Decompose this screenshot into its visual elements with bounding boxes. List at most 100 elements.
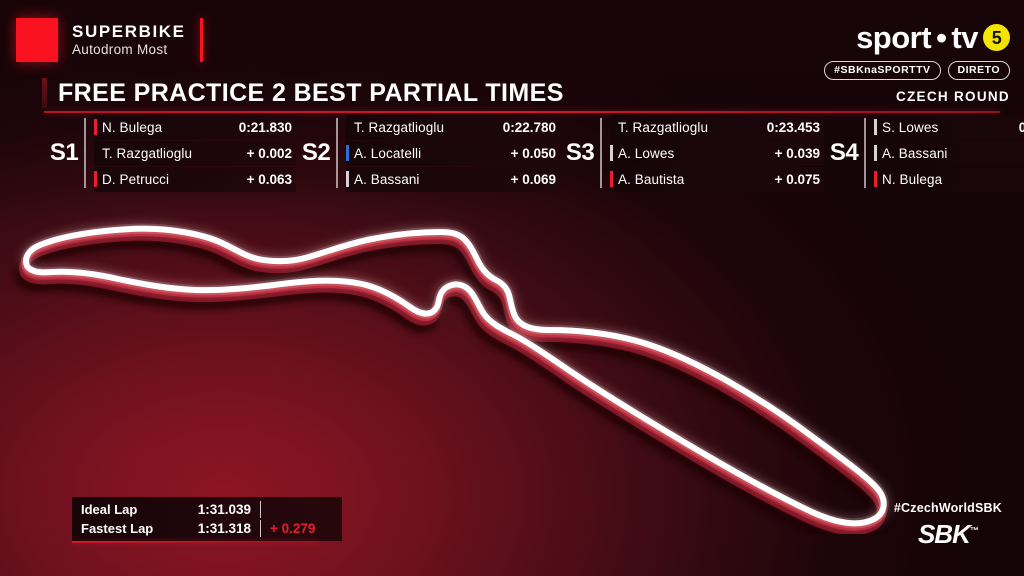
sector-row[interactable]: N. Bulega + 0.076 bbox=[874, 166, 1024, 192]
sector-block-s1: S1 N. Bulega 0:21.830 T. Razgatlioglu + 0.00… bbox=[44, 114, 296, 192]
rider-time: 0:22.976 bbox=[1018, 119, 1024, 135]
fastest-lap-row: Fastest Lap 1:31.318 + 0.279 bbox=[81, 519, 332, 538]
rider-marker-icon bbox=[610, 119, 613, 135]
sector-row[interactable]: S. Lowes 0:22.976 bbox=[874, 114, 1024, 140]
rider-name: T. Razgatlioglu bbox=[618, 119, 709, 135]
sporttv-logo: sport • tv 5 bbox=[824, 22, 1010, 53]
sector-divider bbox=[864, 118, 866, 188]
sector-label: S3 bbox=[565, 139, 595, 166]
lap-separator bbox=[260, 520, 261, 537]
ideal-lap-label: Ideal Lap bbox=[81, 502, 138, 517]
rider-time: 0:23.453 bbox=[766, 119, 820, 135]
rider-name: A. Bautista bbox=[618, 171, 685, 187]
rider-marker-icon bbox=[610, 145, 613, 161]
rider-time: + 0.058 bbox=[992, 146, 1024, 161]
rider-name: N. Bulega bbox=[882, 171, 943, 187]
sector-block-s3: S3 T. Razgatlioglu 0:23.453 A. Lowes + 0.039… bbox=[560, 114, 824, 192]
rider-time: + 0.039 bbox=[774, 145, 820, 161]
ideal-lap-row: Ideal Lap 1:31.039 bbox=[81, 500, 332, 519]
header-divider bbox=[199, 18, 203, 62]
series-header: SUPERBIKE Autodrom Most bbox=[16, 18, 203, 62]
sector-row[interactable]: T. Razgatlioglu + 0.002 bbox=[94, 140, 296, 166]
rider-marker-icon bbox=[874, 171, 877, 187]
rider-time: + 0.075 bbox=[774, 171, 820, 187]
rider-marker-icon bbox=[94, 145, 97, 161]
sbk-logo-text: SBK bbox=[917, 519, 971, 549]
fastest-lap-delta: + 0.279 bbox=[270, 521, 316, 536]
sector-label: S2 bbox=[301, 139, 331, 166]
sector-row[interactable]: N. Bulega 0:21.830 bbox=[94, 114, 296, 140]
rider-time: + 0.002 bbox=[246, 145, 292, 161]
sector-times-band: S1 N. Bulega 0:21.830 T. Razgatlioglu + 0.00… bbox=[44, 114, 1024, 192]
sector-block-s2: S2 T. Razgatlioglu 0:22.780 A. Locatelli + 0… bbox=[296, 114, 560, 192]
rider-time: + 0.069 bbox=[510, 171, 556, 187]
sector-rows: T. Razgatlioglu 0:23.453 A. Lowes + 0.039 A.… bbox=[610, 114, 824, 192]
sector-divider bbox=[336, 118, 338, 188]
sector-rows: S. Lowes 0:22.976 A. Bassani + 0.058 N. Bule… bbox=[874, 114, 1024, 192]
rider-name: A. Bassani bbox=[882, 145, 948, 161]
fastest-lap-value: 1:31.318 bbox=[197, 521, 251, 536]
sector-block-s4: S4 S. Lowes 0:22.976 A. Bassani + 0.058 N. Bu… bbox=[824, 114, 1024, 192]
rider-time: + 0.063 bbox=[246, 171, 292, 187]
rider-time: 0:22.780 bbox=[502, 119, 556, 135]
title-accent-bar bbox=[42, 78, 47, 108]
rider-name: D. Petrucci bbox=[102, 171, 170, 187]
venue-name: Autodrom Most bbox=[72, 42, 168, 57]
sector-label: S1 bbox=[49, 139, 79, 166]
rider-name: A. Locatelli bbox=[354, 145, 422, 161]
sbk-logo: SBK™ bbox=[894, 519, 1002, 550]
badge-live: DIRETO bbox=[947, 61, 1010, 80]
badge-hashtag: #SBKnaSPORTTV bbox=[824, 61, 941, 80]
rider-marker-icon bbox=[346, 145, 349, 161]
sbk-trademark-icon: ™ bbox=[969, 525, 979, 536]
sector-label: S4 bbox=[829, 139, 859, 166]
lap-separator bbox=[260, 501, 261, 518]
lap-summary-grid: Ideal Lap 1:31.039 Fastest Lap 1:31.318 … bbox=[72, 497, 342, 541]
round-name: CZECH ROUND bbox=[895, 89, 1010, 104]
ideal-lap-value: 1:31.039 bbox=[197, 502, 251, 517]
logo-channel-number: 5 bbox=[983, 24, 1010, 51]
rider-marker-icon bbox=[94, 119, 97, 135]
sector-divider bbox=[84, 118, 86, 188]
rider-name: T. Razgatlioglu bbox=[354, 119, 445, 135]
rider-marker-icon bbox=[346, 171, 349, 187]
sector-divider bbox=[600, 118, 602, 188]
title-underline bbox=[44, 111, 1000, 113]
event-hashtag: #CzechWorldSBK bbox=[893, 501, 1002, 515]
rider-marker-icon bbox=[874, 145, 877, 161]
badge-group: #SBKnaSPORTTV DIRETO bbox=[824, 61, 1010, 80]
rider-name: A. Bassani bbox=[354, 171, 420, 187]
sector-row[interactable]: T. Razgatlioglu 0:23.453 bbox=[610, 114, 824, 140]
rider-marker-icon bbox=[94, 171, 97, 187]
event-footer: #CzechWorldSBK SBK™ bbox=[894, 501, 1002, 550]
sector-row[interactable]: D. Petrucci + 0.063 bbox=[94, 166, 296, 192]
track-map-svg bbox=[14, 223, 889, 543]
rider-name: N. Bulega bbox=[102, 119, 163, 135]
lap-summary-panel: Ideal Lap 1:31.039 Fastest Lap 1:31.318 … bbox=[72, 497, 342, 543]
rider-marker-icon bbox=[610, 171, 613, 187]
logo-sport-text: sport bbox=[856, 20, 932, 55]
rider-time: + 0.076 bbox=[992, 172, 1024, 187]
sector-row[interactable]: A. Lowes + 0.039 bbox=[610, 140, 824, 166]
rider-time: + 0.050 bbox=[510, 145, 556, 161]
fastest-lap-label: Fastest Lap bbox=[81, 521, 154, 536]
sector-row[interactable]: T. Razgatlioglu 0:22.780 bbox=[346, 114, 560, 140]
rider-marker-icon bbox=[874, 119, 877, 135]
channel-header: sport • tv 5 #SBKnaSPORTTV DIRETO CZECH RO… bbox=[824, 22, 1010, 104]
rider-name: S. Lowes bbox=[882, 119, 939, 135]
sector-row[interactable]: A. Bassani + 0.069 bbox=[346, 166, 560, 192]
track-map bbox=[0, 186, 1024, 543]
track-glow bbox=[21, 223, 889, 529]
sector-row[interactable]: A. Bassani + 0.058 bbox=[874, 140, 1024, 166]
series-header-text: SUPERBIKE Autodrom Most bbox=[72, 18, 186, 62]
sector-row[interactable]: A. Bautista + 0.075 bbox=[610, 166, 824, 192]
rider-marker-icon bbox=[346, 119, 349, 135]
series-name: SUPERBIKE bbox=[72, 22, 186, 41]
rider-name: T. Razgatlioglu bbox=[102, 145, 193, 161]
sector-row[interactable]: A. Locatelli + 0.050 bbox=[346, 140, 560, 166]
lap-panel-underline bbox=[72, 541, 320, 543]
logo-dot-icon: • bbox=[936, 20, 947, 55]
rider-name: A. Lowes bbox=[618, 145, 675, 161]
sector-rows: T. Razgatlioglu 0:22.780 A. Locatelli + 0.0… bbox=[346, 114, 560, 192]
